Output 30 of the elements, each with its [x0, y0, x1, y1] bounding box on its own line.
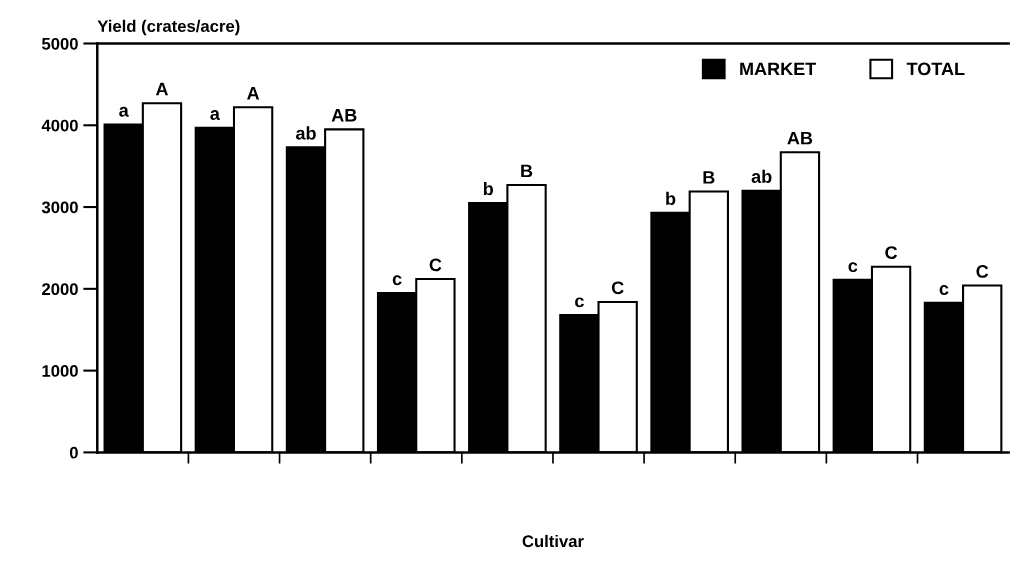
data-label: C	[976, 265, 989, 278]
data-label: b	[666, 191, 676, 206]
y-axis-title: Yield (crates/acre)	[97, 19, 240, 36]
legend-label: MARKET	[740, 62, 817, 76]
y-tick-label: 5000	[41, 37, 78, 50]
data-label: c	[939, 285, 949, 296]
y-tick-label: 0	[69, 446, 78, 459]
y-tick-label: 4000	[41, 119, 78, 132]
data-label: C	[885, 246, 898, 260]
data-label: A	[155, 82, 169, 96]
x-axis-title: Cultivar	[522, 534, 584, 548]
data-label: C	[429, 258, 442, 272]
data-label: c	[848, 262, 858, 273]
data-label: C	[611, 281, 624, 295]
data-label: B	[703, 171, 715, 184]
data-label: b	[483, 181, 494, 196]
data-label: c	[392, 275, 402, 286]
data-label: c	[575, 297, 584, 308]
y-tick-label: 2000	[42, 283, 78, 296]
data-label: AB	[331, 109, 357, 122]
y-tick-label: 1000	[42, 365, 78, 377]
legend-label: TOTAL	[906, 62, 965, 76]
data-label: A	[247, 86, 260, 100]
data-label: a	[119, 106, 129, 117]
data-label: AB	[787, 131, 813, 145]
data-label: B	[521, 164, 533, 178]
data-label: ab	[295, 126, 316, 140]
y-tick-label: 3000	[41, 201, 78, 214]
data-label: a	[210, 110, 220, 120]
data-label: ab	[751, 169, 772, 183]
